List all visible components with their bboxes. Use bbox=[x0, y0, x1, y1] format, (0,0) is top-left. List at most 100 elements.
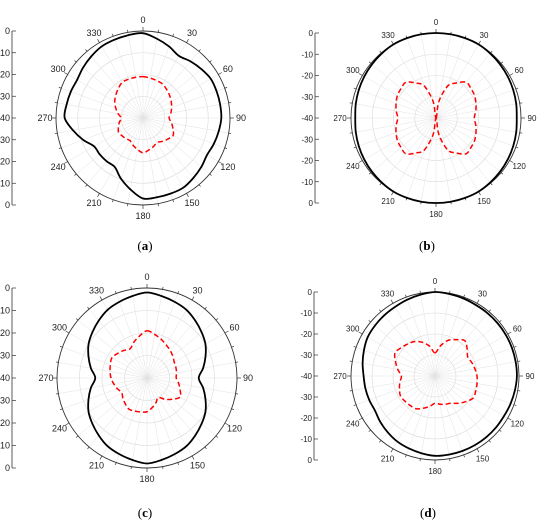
angular-tick-label: 240 bbox=[346, 420, 360, 429]
series-line-dashed bbox=[393, 338, 478, 410]
angular-tick-mark bbox=[513, 404, 517, 406]
angular-tick-label: 210 bbox=[381, 197, 395, 206]
angular-tick-mark bbox=[358, 331, 363, 335]
angular-tick-mark bbox=[112, 33, 114, 37]
radial-tick-label: -10 bbox=[0, 441, 10, 451]
grid-spoke bbox=[434, 347, 515, 377]
angular-tick-mark bbox=[218, 161, 222, 164]
radial-tick-label: 0 bbox=[308, 456, 313, 465]
angular-tick-mark bbox=[99, 296, 103, 301]
caption-b: (b) bbox=[419, 238, 435, 253]
grid-spoke bbox=[435, 63, 502, 119]
grid-spoke bbox=[370, 63, 437, 119]
radial-tick-label: -20 bbox=[0, 418, 10, 428]
grid-spoke bbox=[68, 332, 148, 379]
grid-spoke bbox=[435, 34, 452, 119]
angular-tick-mark bbox=[509, 160, 514, 163]
grid-spoke bbox=[68, 377, 148, 424]
angular-tick-label: 120 bbox=[512, 162, 526, 171]
caption-d: (d) bbox=[420, 505, 436, 520]
grid-spoke bbox=[99, 42, 144, 119]
grid-spoke bbox=[435, 117, 491, 184]
grid-spoke bbox=[420, 117, 437, 202]
grid-spoke bbox=[435, 117, 479, 192]
grid-spoke bbox=[101, 299, 148, 379]
grid-spoke bbox=[435, 117, 502, 173]
angular-tick-label: 30 bbox=[478, 290, 487, 299]
grid-spoke bbox=[362, 333, 436, 377]
radial-tick-label: -10 bbox=[0, 178, 10, 188]
angular-tick-label: 240 bbox=[51, 162, 66, 172]
angular-tick-label: 60 bbox=[229, 323, 239, 333]
angular-tick-mark bbox=[500, 172, 504, 175]
radial-tick-label: -20 bbox=[300, 330, 312, 339]
angular-tick-mark bbox=[64, 161, 68, 164]
grid-spoke bbox=[115, 377, 148, 463]
radial-tick-label: -30 bbox=[0, 135, 10, 145]
grid-spoke bbox=[142, 117, 200, 185]
angular-tick-label: 0 bbox=[140, 15, 145, 25]
angular-tick-mark bbox=[368, 429, 371, 432]
angular-tick-label: 90 bbox=[526, 372, 535, 381]
grid-spoke bbox=[67, 74, 144, 119]
grid-spoke bbox=[58, 362, 148, 379]
angular-tick-label: 300 bbox=[346, 66, 360, 75]
angular-tick-label: 150 bbox=[477, 197, 491, 206]
angular-tick-mark bbox=[224, 330, 229, 334]
angular-tick-mark bbox=[115, 462, 117, 466]
grid-spoke bbox=[406, 296, 436, 377]
angular-tick-mark bbox=[218, 72, 222, 75]
angular-tick-mark bbox=[177, 290, 179, 294]
grid-spoke bbox=[434, 311, 490, 377]
grid-spoke bbox=[146, 377, 217, 437]
angular-tick-mark bbox=[85, 184, 88, 187]
angular-tick-mark bbox=[59, 346, 63, 348]
grid-spoke bbox=[362, 117, 437, 161]
grid-spoke bbox=[146, 377, 232, 410]
radial-tick-label: -40 bbox=[300, 372, 312, 381]
grid-spoke bbox=[352, 102, 437, 119]
angular-tick-label: 240 bbox=[52, 424, 67, 434]
grid-spoke bbox=[146, 377, 193, 457]
grid-spoke bbox=[420, 293, 436, 377]
angular-tick-mark bbox=[58, 87, 62, 89]
grid-spoke bbox=[146, 377, 226, 424]
angular-tick-label: 150 bbox=[190, 460, 205, 470]
polar-plot-d: 0 30 60 90 120 150 180 210 240 270 300 330 0 -10 -20 -3… bbox=[300, 277, 535, 476]
grid-spoke bbox=[434, 375, 478, 449]
angular-tick-label: 180 bbox=[139, 474, 154, 484]
radial-tick-label: -30 bbox=[301, 93, 313, 102]
angular-tick-mark bbox=[65, 422, 70, 426]
angular-tick-mark bbox=[390, 448, 394, 453]
grid-spoke bbox=[142, 51, 200, 119]
polar-plot-c: 0 30 60 90 120 150 180 210 240 270 300 330 0 -10 -20 -3… bbox=[0, 272, 253, 484]
grid-spoke bbox=[101, 377, 148, 457]
grid-spoke bbox=[370, 117, 437, 173]
grid-spoke bbox=[406, 117, 437, 198]
grid-spoke bbox=[434, 375, 490, 441]
angular-tick-mark bbox=[112, 199, 114, 203]
series-line-dashed bbox=[109, 329, 182, 413]
grid-spoke bbox=[67, 117, 144, 162]
angular-tick-mark bbox=[353, 87, 357, 90]
angular-tick-label: 330 bbox=[381, 290, 395, 299]
radial-tick-label: -20 bbox=[0, 157, 10, 167]
radial-tick-label: 0 bbox=[5, 463, 10, 473]
angular-tick-label: 300 bbox=[51, 64, 66, 74]
angular-tick-mark bbox=[75, 318, 79, 321]
angular-tick-label: 330 bbox=[89, 286, 104, 296]
grid-spoke bbox=[142, 117, 187, 194]
angular-tick-mark bbox=[499, 429, 502, 432]
radial-tick-label: -10 bbox=[301, 178, 313, 187]
grid-spoke bbox=[434, 333, 508, 377]
grid-spoke bbox=[435, 75, 510, 119]
radial-tick-label: -10 bbox=[301, 50, 313, 59]
angular-tick-label: 0 bbox=[433, 277, 438, 286]
grid-spoke bbox=[113, 117, 144, 200]
radial-tick-label: 0 bbox=[308, 288, 313, 297]
angular-tick-mark bbox=[488, 440, 491, 443]
grid-spoke bbox=[86, 51, 144, 119]
polar-grid bbox=[350, 32, 522, 204]
grid-spoke bbox=[146, 377, 163, 467]
angular-tick-mark bbox=[358, 160, 363, 163]
